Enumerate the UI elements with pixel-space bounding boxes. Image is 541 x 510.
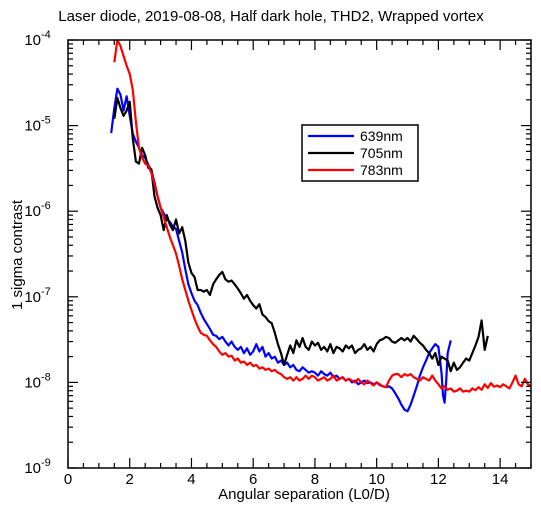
y-tick-label-exponent: -6 — [41, 200, 51, 212]
series-line-783nm — [113, 40, 531, 393]
y-tick-label: 10 — [24, 289, 41, 306]
x-tick-label: 2 — [126, 471, 134, 488]
y-tick-label: 10 — [24, 460, 41, 477]
plot-area — [110, 40, 531, 413]
x-tick-label: 4 — [187, 471, 195, 488]
y-tick-label: 10 — [24, 203, 41, 220]
legend-box — [301, 124, 419, 182]
x-tick-label: 14 — [492, 471, 509, 488]
x-tick-label: 0 — [64, 471, 72, 488]
x-tick-label: 8 — [311, 471, 319, 488]
y-tick-label: 10 — [24, 32, 41, 49]
y-tick-label-exponent: -7 — [41, 286, 51, 298]
plot-frame — [67, 39, 532, 469]
x-tick-label: 6 — [249, 471, 257, 488]
y-tick-label-exponent: -8 — [41, 371, 51, 383]
legend-label-639nm: 639nm — [360, 128, 403, 144]
series-line-705nm — [113, 96, 489, 373]
chart-title: Laser diode, 2019-08-08, Half dark hole,… — [58, 8, 484, 25]
legend-label-783nm: 783nm — [360, 162, 403, 178]
x-axis-title: Angular separation (L0/D) — [218, 486, 390, 503]
y-tick-label-exponent: -5 — [41, 115, 51, 127]
y-tick-label: 10 — [24, 374, 41, 391]
y-tick-label-exponent: -4 — [41, 29, 51, 41]
legend-label-705nm: 705nm — [360, 145, 403, 161]
y-tick-label-exponent: -9 — [41, 457, 51, 469]
x-tick-label: 12 — [430, 471, 447, 488]
x-tick-label: 10 — [368, 471, 385, 488]
y-tick-label: 10 — [24, 118, 41, 135]
y-axis-title: 1 sigma contrast — [9, 199, 26, 310]
